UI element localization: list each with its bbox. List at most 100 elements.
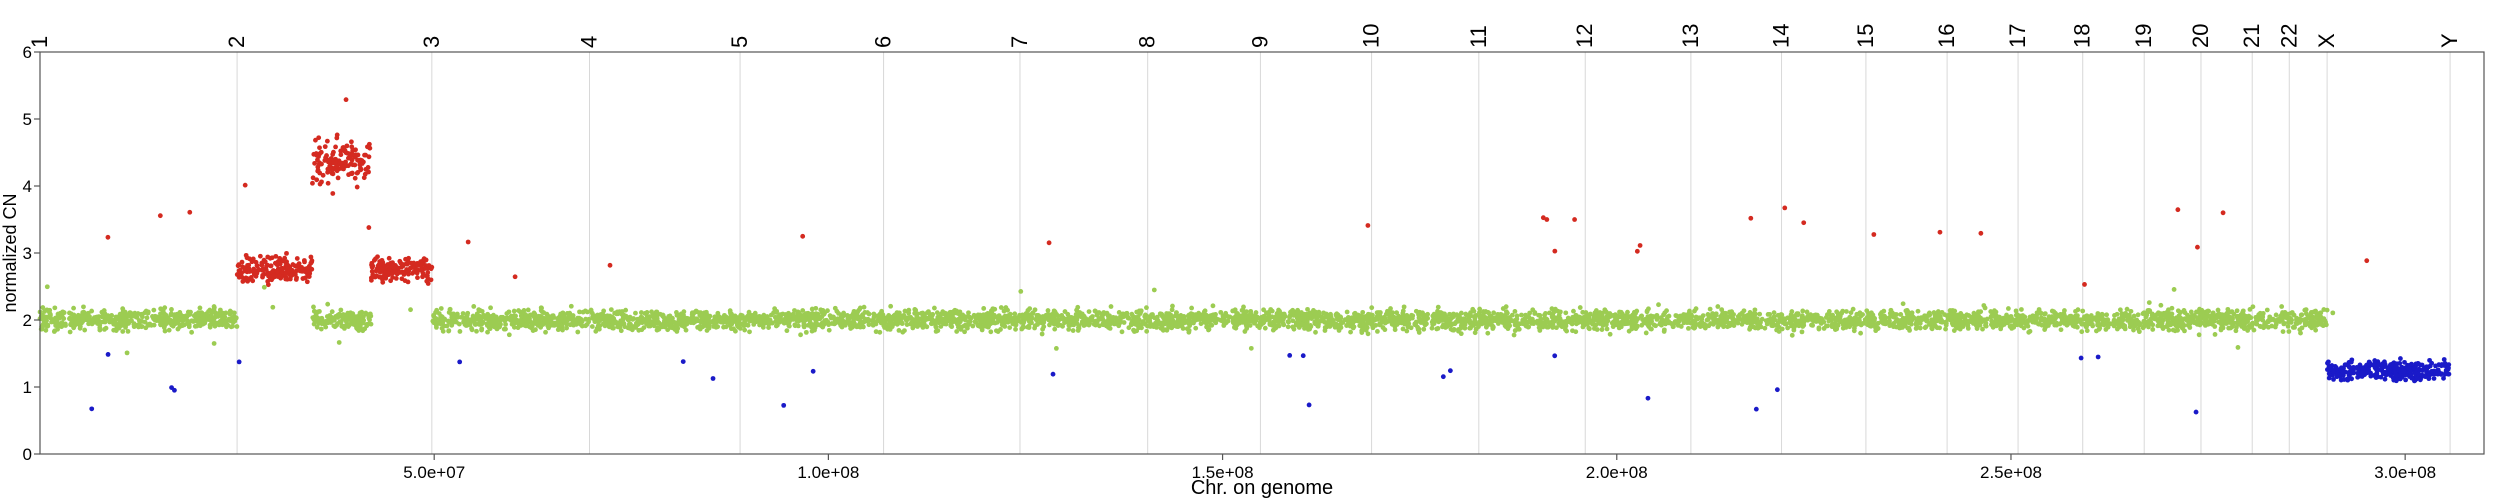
data-point: [745, 315, 751, 321]
data-point: [81, 304, 86, 310]
data-point: [438, 306, 444, 311]
data-point: [431, 312, 436, 318]
data-point: [318, 326, 324, 332]
data-point: [1409, 315, 1415, 321]
data-point: [68, 322, 74, 328]
data-point: [290, 262, 296, 267]
data-point: [418, 260, 424, 266]
data-point: [390, 275, 396, 280]
data-point: [270, 268, 276, 273]
data-point: [399, 269, 405, 275]
data-point: [1046, 240, 1052, 246]
data-point: [539, 309, 545, 315]
data-point: [650, 312, 656, 318]
data-point: [1075, 304, 1081, 310]
data-point: [335, 321, 340, 327]
data-point: [512, 274, 518, 280]
data-point: [1287, 352, 1293, 358]
data-point: [1657, 321, 1663, 327]
data-point: [423, 257, 429, 263]
data-point: [2304, 315, 2310, 321]
data-point: [353, 314, 359, 320]
data-point: [61, 316, 67, 321]
data-point: [1135, 314, 1141, 319]
data-point: [358, 324, 363, 330]
data-point: [1365, 331, 1371, 337]
data-point: [1320, 315, 1326, 320]
data-point: [727, 308, 733, 314]
data-point: [2120, 316, 2126, 322]
data-point: [277, 255, 283, 261]
data-point: [545, 313, 551, 319]
data-point: [972, 319, 978, 325]
data-point: [1543, 311, 1548, 316]
data-point: [1053, 345, 1059, 351]
data-point: [1983, 320, 1989, 326]
data-point: [314, 177, 320, 183]
data-point: [82, 327, 88, 333]
data-point: [474, 328, 479, 334]
data-point: [1002, 324, 1008, 329]
data-point: [1830, 312, 1835, 318]
data-point: [284, 250, 289, 256]
data-point: [1739, 310, 1745, 316]
data-point: [1550, 325, 1556, 330]
data-point: [1634, 324, 1640, 330]
data-point: [471, 304, 477, 309]
data-point: [1588, 311, 1593, 317]
data-point: [1032, 325, 1037, 331]
data-point: [1801, 322, 1807, 328]
data-point: [800, 308, 806, 313]
data-point: [342, 325, 347, 331]
data-point: [300, 276, 306, 281]
data-point: [125, 328, 131, 334]
data-point: [330, 191, 336, 196]
data-point: [1542, 315, 1548, 321]
data-point: [349, 171, 355, 177]
data-point: [316, 320, 322, 326]
data-point: [2018, 307, 2024, 312]
data-point: [1646, 306, 1651, 312]
data-point: [1422, 322, 1428, 328]
data-point: [373, 268, 379, 274]
data-point: [2014, 312, 2020, 318]
data-point: [723, 314, 729, 320]
data-point: [1378, 320, 1384, 326]
data-point: [601, 321, 606, 327]
data-point: [1039, 331, 1045, 337]
data-point: [861, 304, 867, 310]
data-point: [720, 319, 726, 325]
data-point: [1300, 353, 1306, 359]
data-point: [1352, 316, 1358, 322]
data-point: [540, 322, 546, 327]
data-point: [1603, 309, 1609, 315]
data-point: [310, 180, 315, 186]
data-point: [879, 314, 885, 319]
data-point: [784, 328, 790, 334]
data-point: [314, 324, 320, 330]
data-point: [144, 315, 150, 321]
data-point: [1388, 306, 1393, 311]
data-point: [59, 320, 65, 326]
data-point: [1040, 326, 1046, 332]
data-point: [1648, 319, 1654, 324]
data-point: [261, 284, 267, 290]
data-point: [81, 309, 87, 315]
data-point: [1447, 311, 1452, 317]
data-point: [1144, 328, 1150, 334]
data-point: [1003, 305, 1009, 310]
data-point: [420, 274, 425, 280]
data-point: [353, 147, 358, 153]
data-point: [2095, 354, 2101, 360]
data-point: [2124, 306, 2130, 312]
data-point: [50, 317, 56, 323]
data-point: [1070, 328, 1076, 333]
data-point: [1643, 330, 1649, 336]
data-point: [1552, 248, 1558, 254]
data-point: [1116, 310, 1122, 315]
data-point: [1017, 312, 1022, 318]
data-point: [239, 259, 245, 265]
data-point: [207, 307, 213, 313]
data-point: [556, 319, 562, 325]
data-point: [1124, 310, 1130, 316]
